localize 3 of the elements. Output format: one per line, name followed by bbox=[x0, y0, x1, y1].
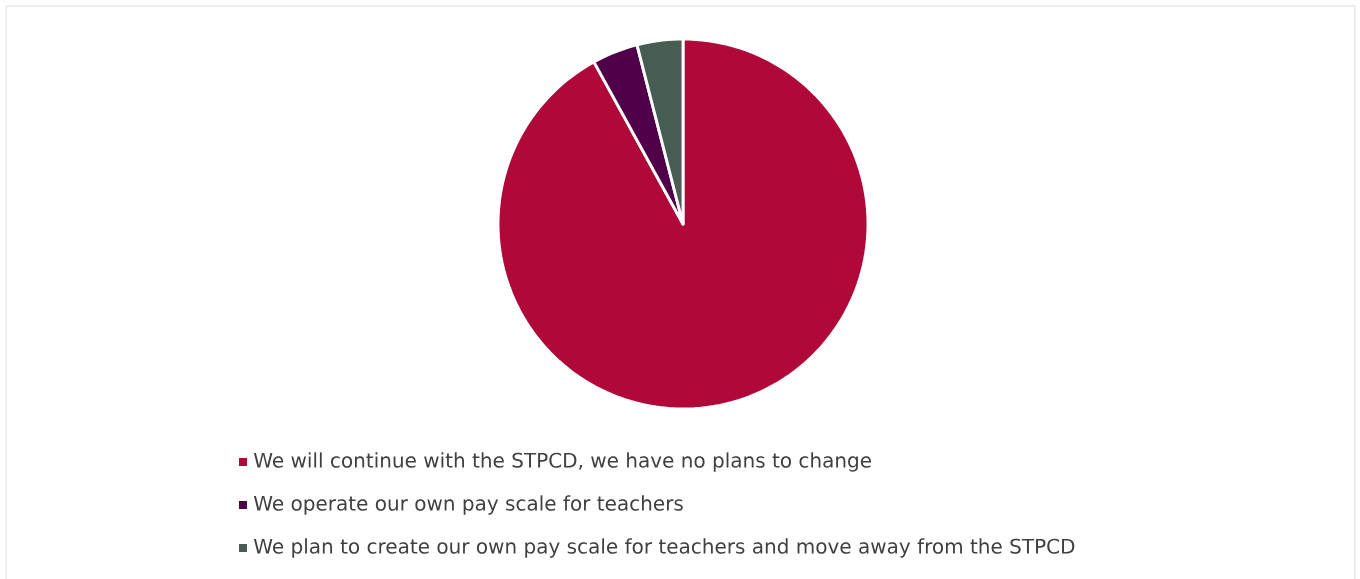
legend-label: We operate our own pay scale for teachers bbox=[253, 495, 683, 515]
legend-label: We will continue with the STPCD, we have no plans to change bbox=[253, 452, 871, 472]
legend-label: We plan to create our own pay scale for teachers and move away from the STPCD bbox=[253, 538, 1075, 558]
